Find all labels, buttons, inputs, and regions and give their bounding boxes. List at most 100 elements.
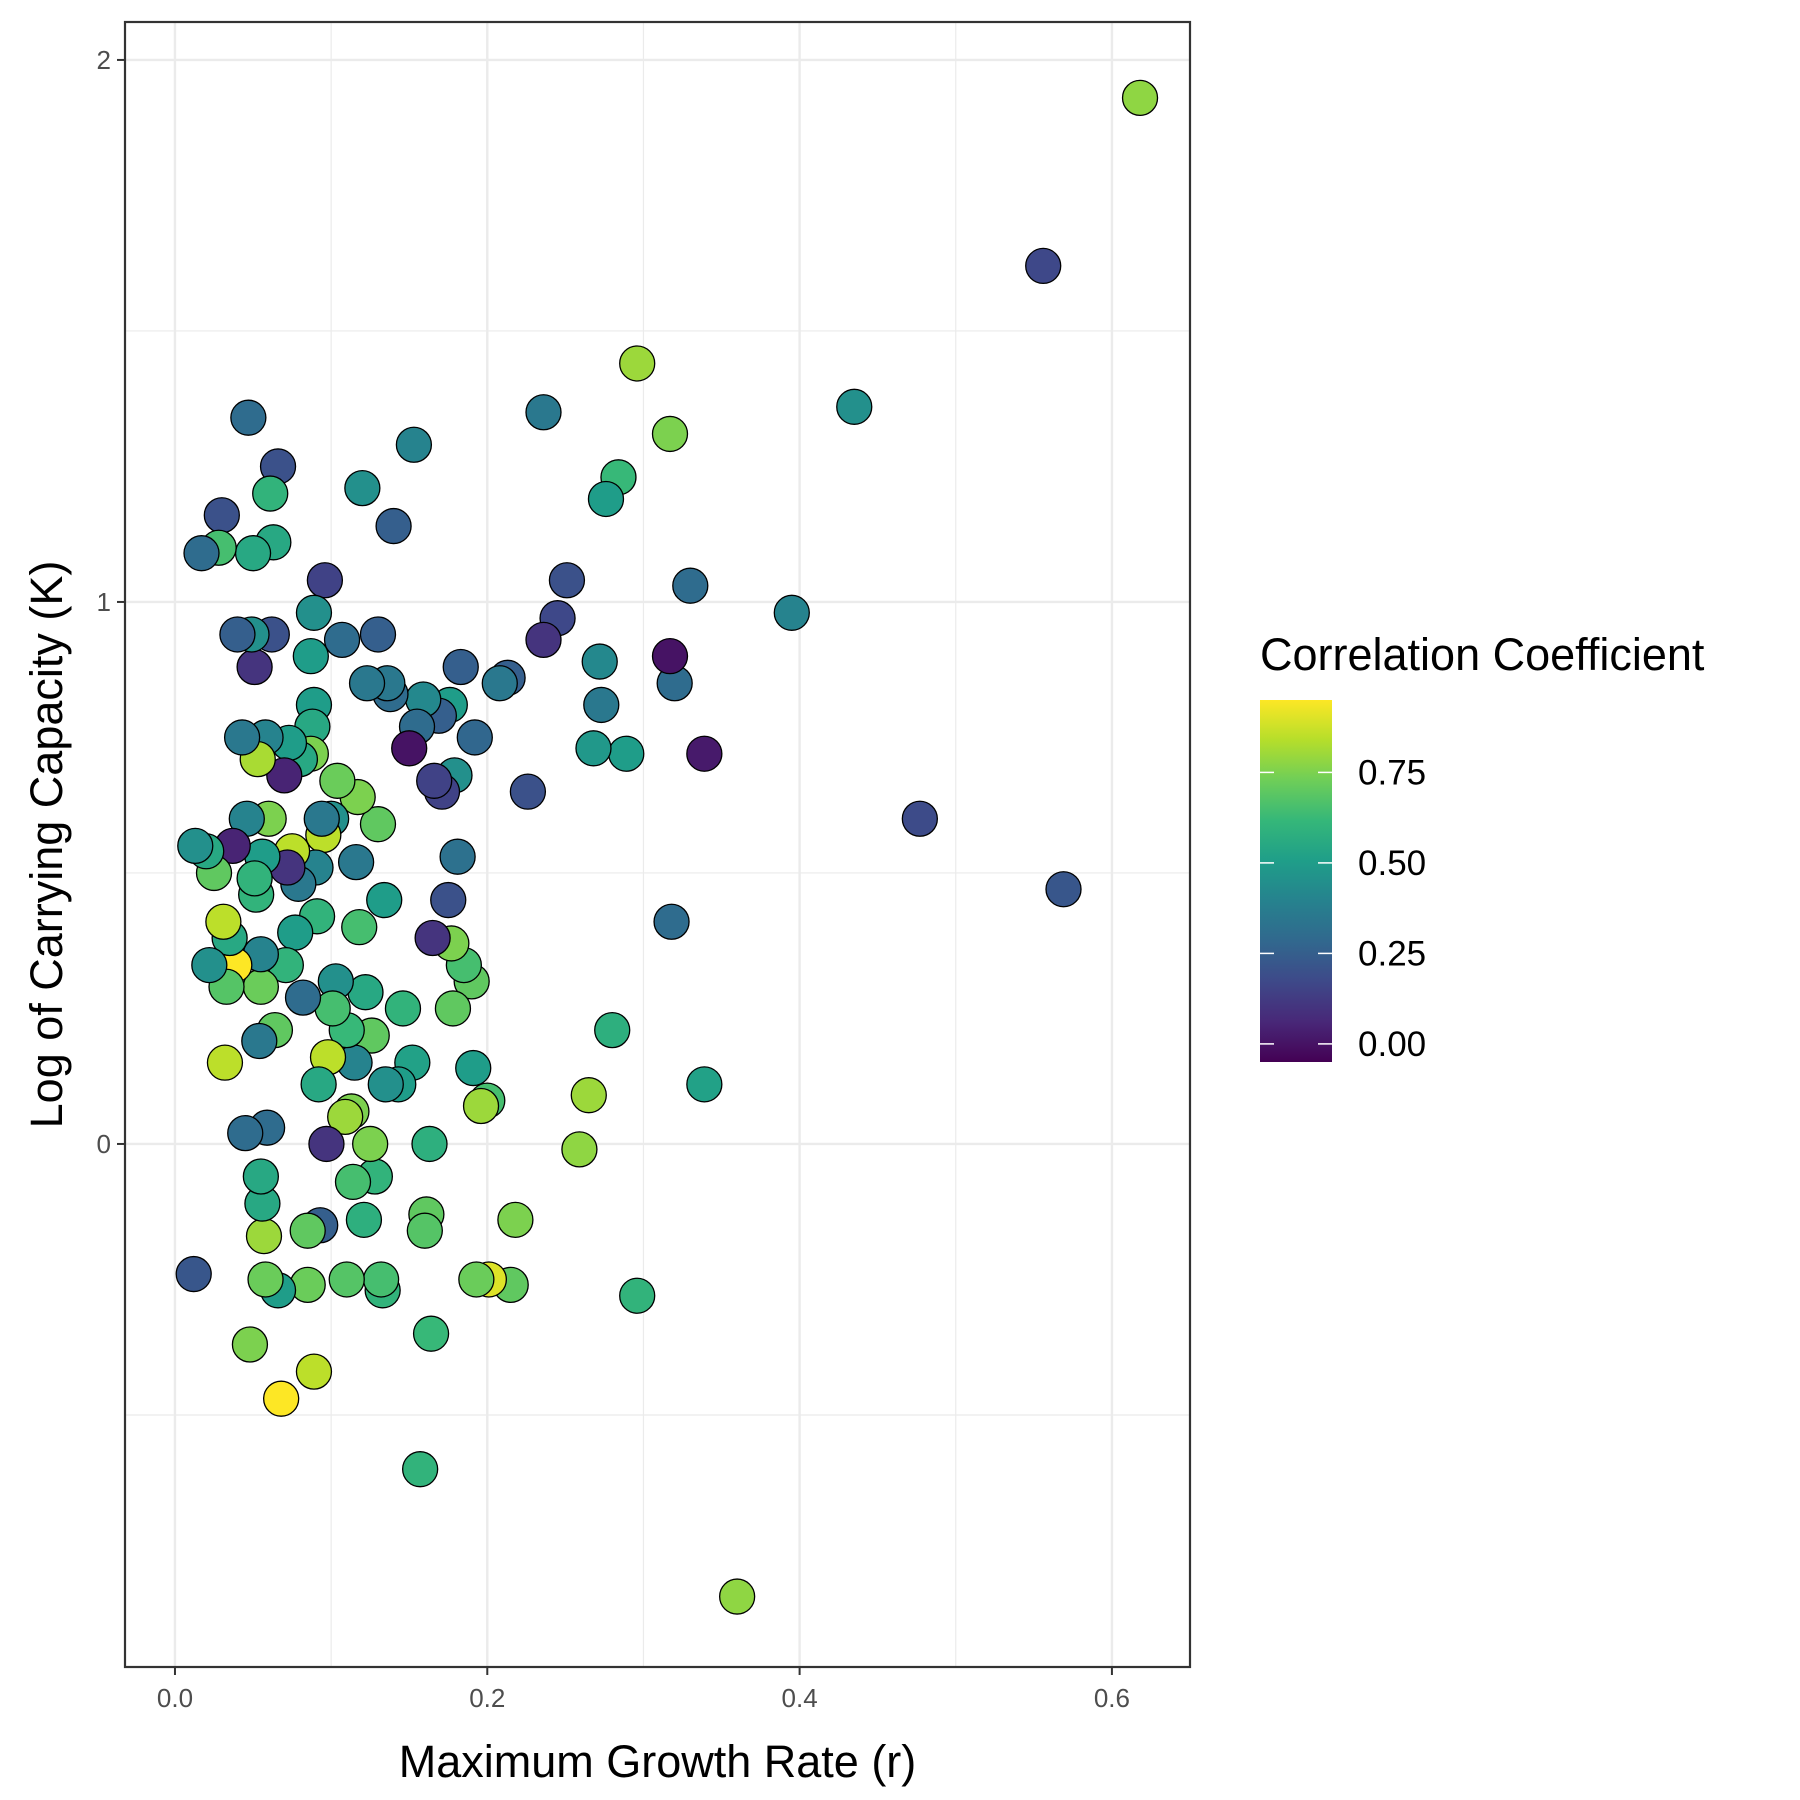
data-point [456,719,493,756]
data-point [594,1011,631,1049]
data-point [412,1315,450,1352]
data-point [901,800,938,837]
data-point [352,1125,389,1163]
data-point [236,648,273,686]
data-point [442,648,479,686]
data-point [1121,79,1159,117]
data-point [570,1077,607,1114]
data-point [455,1049,492,1087]
x-axis-title: Maximum Growth Rate (r) [399,1736,917,1787]
data-point [289,1266,326,1304]
data-point [575,730,612,767]
data-point [295,594,333,631]
data-point [284,979,322,1016]
data-point [203,497,240,534]
data-point [384,990,422,1027]
data-point [391,730,428,767]
data-point [289,1212,326,1249]
data-point [205,903,242,940]
data-point [1025,247,1062,285]
data-point [430,881,467,919]
color-legend: Correlation Coefficient 0.00 0.25 0.50 0.75 [1260,629,1705,1064]
data-point [718,1578,756,1615]
data-point [401,1451,439,1488]
data-point [252,475,289,512]
data-point [175,1255,212,1293]
legend-tick-label: 0.25 [1358,934,1426,973]
data-point [247,1261,284,1298]
data-point [242,1158,280,1195]
data-point [266,757,303,794]
data-point [345,1201,383,1238]
data-point [245,1217,283,1255]
data-point [277,914,314,951]
x-tick-label: 0.4 [782,1683,818,1713]
data-point [375,507,412,545]
y-axis-title: Log of Carrying Capacity (K) [21,561,72,1129]
data-point [458,1261,495,1298]
y-tick-label: 2 [97,45,111,75]
legend-tick-label: 0.50 [1358,844,1426,883]
data-point [337,843,375,881]
data-point [328,1261,365,1298]
data-point [367,1066,404,1103]
plot-panel-border [123,20,1192,1669]
x-tick-label: 0.2 [469,1683,505,1713]
data-point [686,1066,723,1103]
minor-gridlines [125,22,1190,1667]
data-point [651,638,689,675]
major-gridlines [125,22,1190,1667]
data-point [300,1066,337,1103]
data-point [525,394,562,431]
data-points [175,79,1159,1615]
data-point [292,638,329,675]
data-point [206,1044,244,1081]
tick-labels: 0.0 0.2 0.4 0.6 0 1 2 [97,45,1130,1713]
data-point [497,1201,534,1238]
data-point [509,773,547,810]
legend-tick-label: 0.75 [1358,753,1426,792]
data-point [548,562,586,599]
legend-tick-label: 0.00 [1358,1025,1426,1064]
data-point [414,919,451,957]
data-point [341,909,378,946]
data-point [263,1380,300,1417]
data-point [344,469,381,507]
data-point [183,535,220,572]
data-point [836,388,873,425]
data-point [231,1326,269,1363]
data-point [686,735,723,772]
data-point [587,480,625,518]
data-point [362,1261,400,1298]
data-point [583,686,620,724]
data-point [481,665,518,702]
data-point [227,1114,264,1152]
data-point [608,735,645,772]
data-point [366,881,403,919]
data-point [561,1131,598,1168]
data-point [323,621,361,659]
data-point [334,1163,372,1201]
data-point [1045,871,1082,908]
data-point [359,806,397,843]
data-point [303,800,340,837]
data-point [327,1098,364,1136]
data-point [672,567,709,604]
data-point [462,1087,500,1125]
data-point [395,426,433,463]
data-point [525,621,562,659]
x-tick-label: 0.6 [1094,1683,1130,1713]
data-point [319,762,356,799]
data-point [219,616,256,653]
data-point [651,415,689,453]
y-tick-label: 0 [97,1129,111,1159]
data-point [411,1125,448,1163]
legend-title: Correlation Coefficient [1260,629,1705,680]
data-point [241,1022,278,1060]
data-point [223,719,261,756]
data-point [306,562,344,599]
data-point [653,903,690,940]
data-point [406,1212,443,1249]
legend-ticks: 0.00 0.25 0.50 0.75 [1260,753,1426,1064]
legend-colorbar [1260,700,1332,1062]
